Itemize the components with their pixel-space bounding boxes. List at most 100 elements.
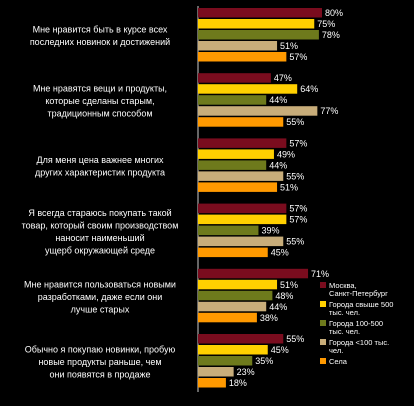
bar	[198, 301, 267, 312]
category-label-line: товар, который своим производством	[22, 221, 179, 231]
category-label: Мне нравится пользоваться новыми разработ…	[24, 279, 176, 314]
value-label: 49%	[277, 149, 295, 159]
value-label: 44%	[269, 160, 287, 170]
value-label: 57%	[289, 52, 307, 62]
bar	[198, 160, 267, 170]
bar	[198, 171, 284, 181]
value-label: 75%	[317, 19, 335, 29]
bar	[198, 268, 309, 279]
bar	[198, 356, 253, 366]
legend-swatch	[320, 358, 326, 364]
legend-swatch	[320, 301, 326, 307]
value-label: 71%	[311, 269, 329, 279]
value-label: 80%	[325, 8, 343, 18]
value-label: 44%	[269, 302, 287, 312]
bars: 80%75%78%51%57%47%64%44%77%55%57%49%44%5…	[198, 8, 343, 388]
category-label-line: Мне нравится быть в курсе всех	[33, 25, 168, 35]
legend-entry-line: чел.	[329, 346, 343, 355]
value-label: 77%	[320, 106, 338, 116]
legend-swatch	[320, 320, 326, 326]
category-label: Мне нравится быть в курсе всех последних …	[30, 25, 170, 48]
legend-entry-line: тыс. чел.	[329, 327, 360, 336]
legend-entry-line: Города 100-500	[329, 319, 383, 328]
category-label-line: Для меня цена важнее многих	[37, 155, 164, 165]
legend-entry: Москва, Санкт-Петербург	[329, 281, 388, 298]
value-label: 51%	[280, 280, 298, 290]
value-label: 18%	[229, 378, 247, 388]
category-label-line: Я всегда стараюсь покупать такой	[28, 208, 171, 218]
category-label: Обычно я покупаю новинки, пробую новые пр…	[25, 345, 176, 380]
bar	[198, 214, 287, 225]
legend-entry-line: Города свыше 500	[329, 300, 393, 309]
legend-entry-line: Города <100 тыс.	[329, 338, 389, 347]
bar	[198, 334, 284, 344]
bar	[198, 8, 322, 18]
value-label: 57%	[289, 138, 307, 148]
category-label-line: Обычно я покупаю новинки, пробую	[25, 345, 176, 355]
bar	[198, 106, 318, 116]
value-label: 78%	[322, 30, 340, 40]
bar	[198, 247, 268, 258]
value-label: 45%	[271, 345, 289, 355]
bar	[198, 84, 298, 94]
value-label: 55%	[286, 171, 304, 181]
value-label: 55%	[286, 117, 304, 127]
bar	[198, 138, 287, 148]
value-label: 35%	[255, 356, 273, 366]
category-label: Для меня цена важнее многих других характ…	[35, 155, 165, 178]
category-label-line: которые сделаны старым,	[45, 96, 154, 106]
legend-entry-line: тыс. чел.	[329, 308, 360, 317]
value-label: 47%	[274, 73, 292, 83]
bar	[198, 73, 271, 83]
category-label-line: последних новинок и достижений	[30, 37, 170, 47]
value-label: 55%	[286, 237, 304, 247]
category-label-line: традиционным способом	[47, 109, 152, 119]
value-label: 51%	[280, 182, 298, 192]
value-label: 39%	[261, 226, 279, 236]
bar	[198, 236, 284, 247]
category-label-line: ущерб окружающей среде	[45, 246, 155, 256]
bar	[198, 312, 257, 323]
legend-swatch	[320, 339, 326, 345]
value-label: 57%	[289, 215, 307, 225]
bar	[198, 117, 284, 127]
bar	[198, 279, 278, 290]
legend-entry: Города <100 тыс. чел.	[329, 338, 389, 355]
legend-entry: Города 100-500 тыс. чел.	[329, 319, 383, 336]
value-label: 51%	[280, 41, 298, 51]
category-label-line: Мне нравятся вещи и продукты,	[33, 84, 167, 94]
category-label-line: новые продукты раньше, чем	[38, 357, 161, 367]
bar	[198, 345, 268, 355]
legend-entry-line: Москва,	[329, 281, 357, 290]
bar	[198, 203, 287, 214]
bar	[198, 41, 278, 51]
legend-entry: Города свыше 500 тыс. чел.	[329, 300, 393, 317]
bar	[198, 52, 287, 62]
value-label: 44%	[269, 95, 287, 105]
bar	[198, 225, 259, 236]
category-label: Мне нравятся вещи и продукты, которые сде…	[33, 84, 167, 119]
bar	[198, 19, 315, 29]
value-label: 48%	[275, 291, 293, 301]
value-label: 38%	[260, 313, 278, 323]
bar	[198, 367, 234, 377]
category-label-line: Мне нравится пользоваться новыми	[24, 279, 176, 289]
value-label: 64%	[300, 84, 318, 94]
category-label-line: лучше старых	[71, 304, 130, 314]
bar	[198, 378, 226, 388]
bar	[198, 30, 319, 40]
bar	[198, 290, 273, 301]
legend-entry: Села	[329, 357, 348, 366]
category-label-line: разработками, даже если они	[38, 292, 163, 302]
category-label-line: они появятся в продаже	[50, 370, 151, 380]
legend-swatch	[320, 282, 326, 288]
value-label: 23%	[237, 367, 255, 377]
value-label: 45%	[271, 248, 289, 258]
category-labels: Мне нравится быть в курсе всех последних …	[22, 25, 179, 380]
category-label-line: других характеристик продукта	[35, 167, 165, 177]
category-label: Я всегда стараюсь покупать такой товар, к…	[22, 208, 179, 256]
bar	[198, 182, 278, 192]
bar	[198, 149, 274, 159]
